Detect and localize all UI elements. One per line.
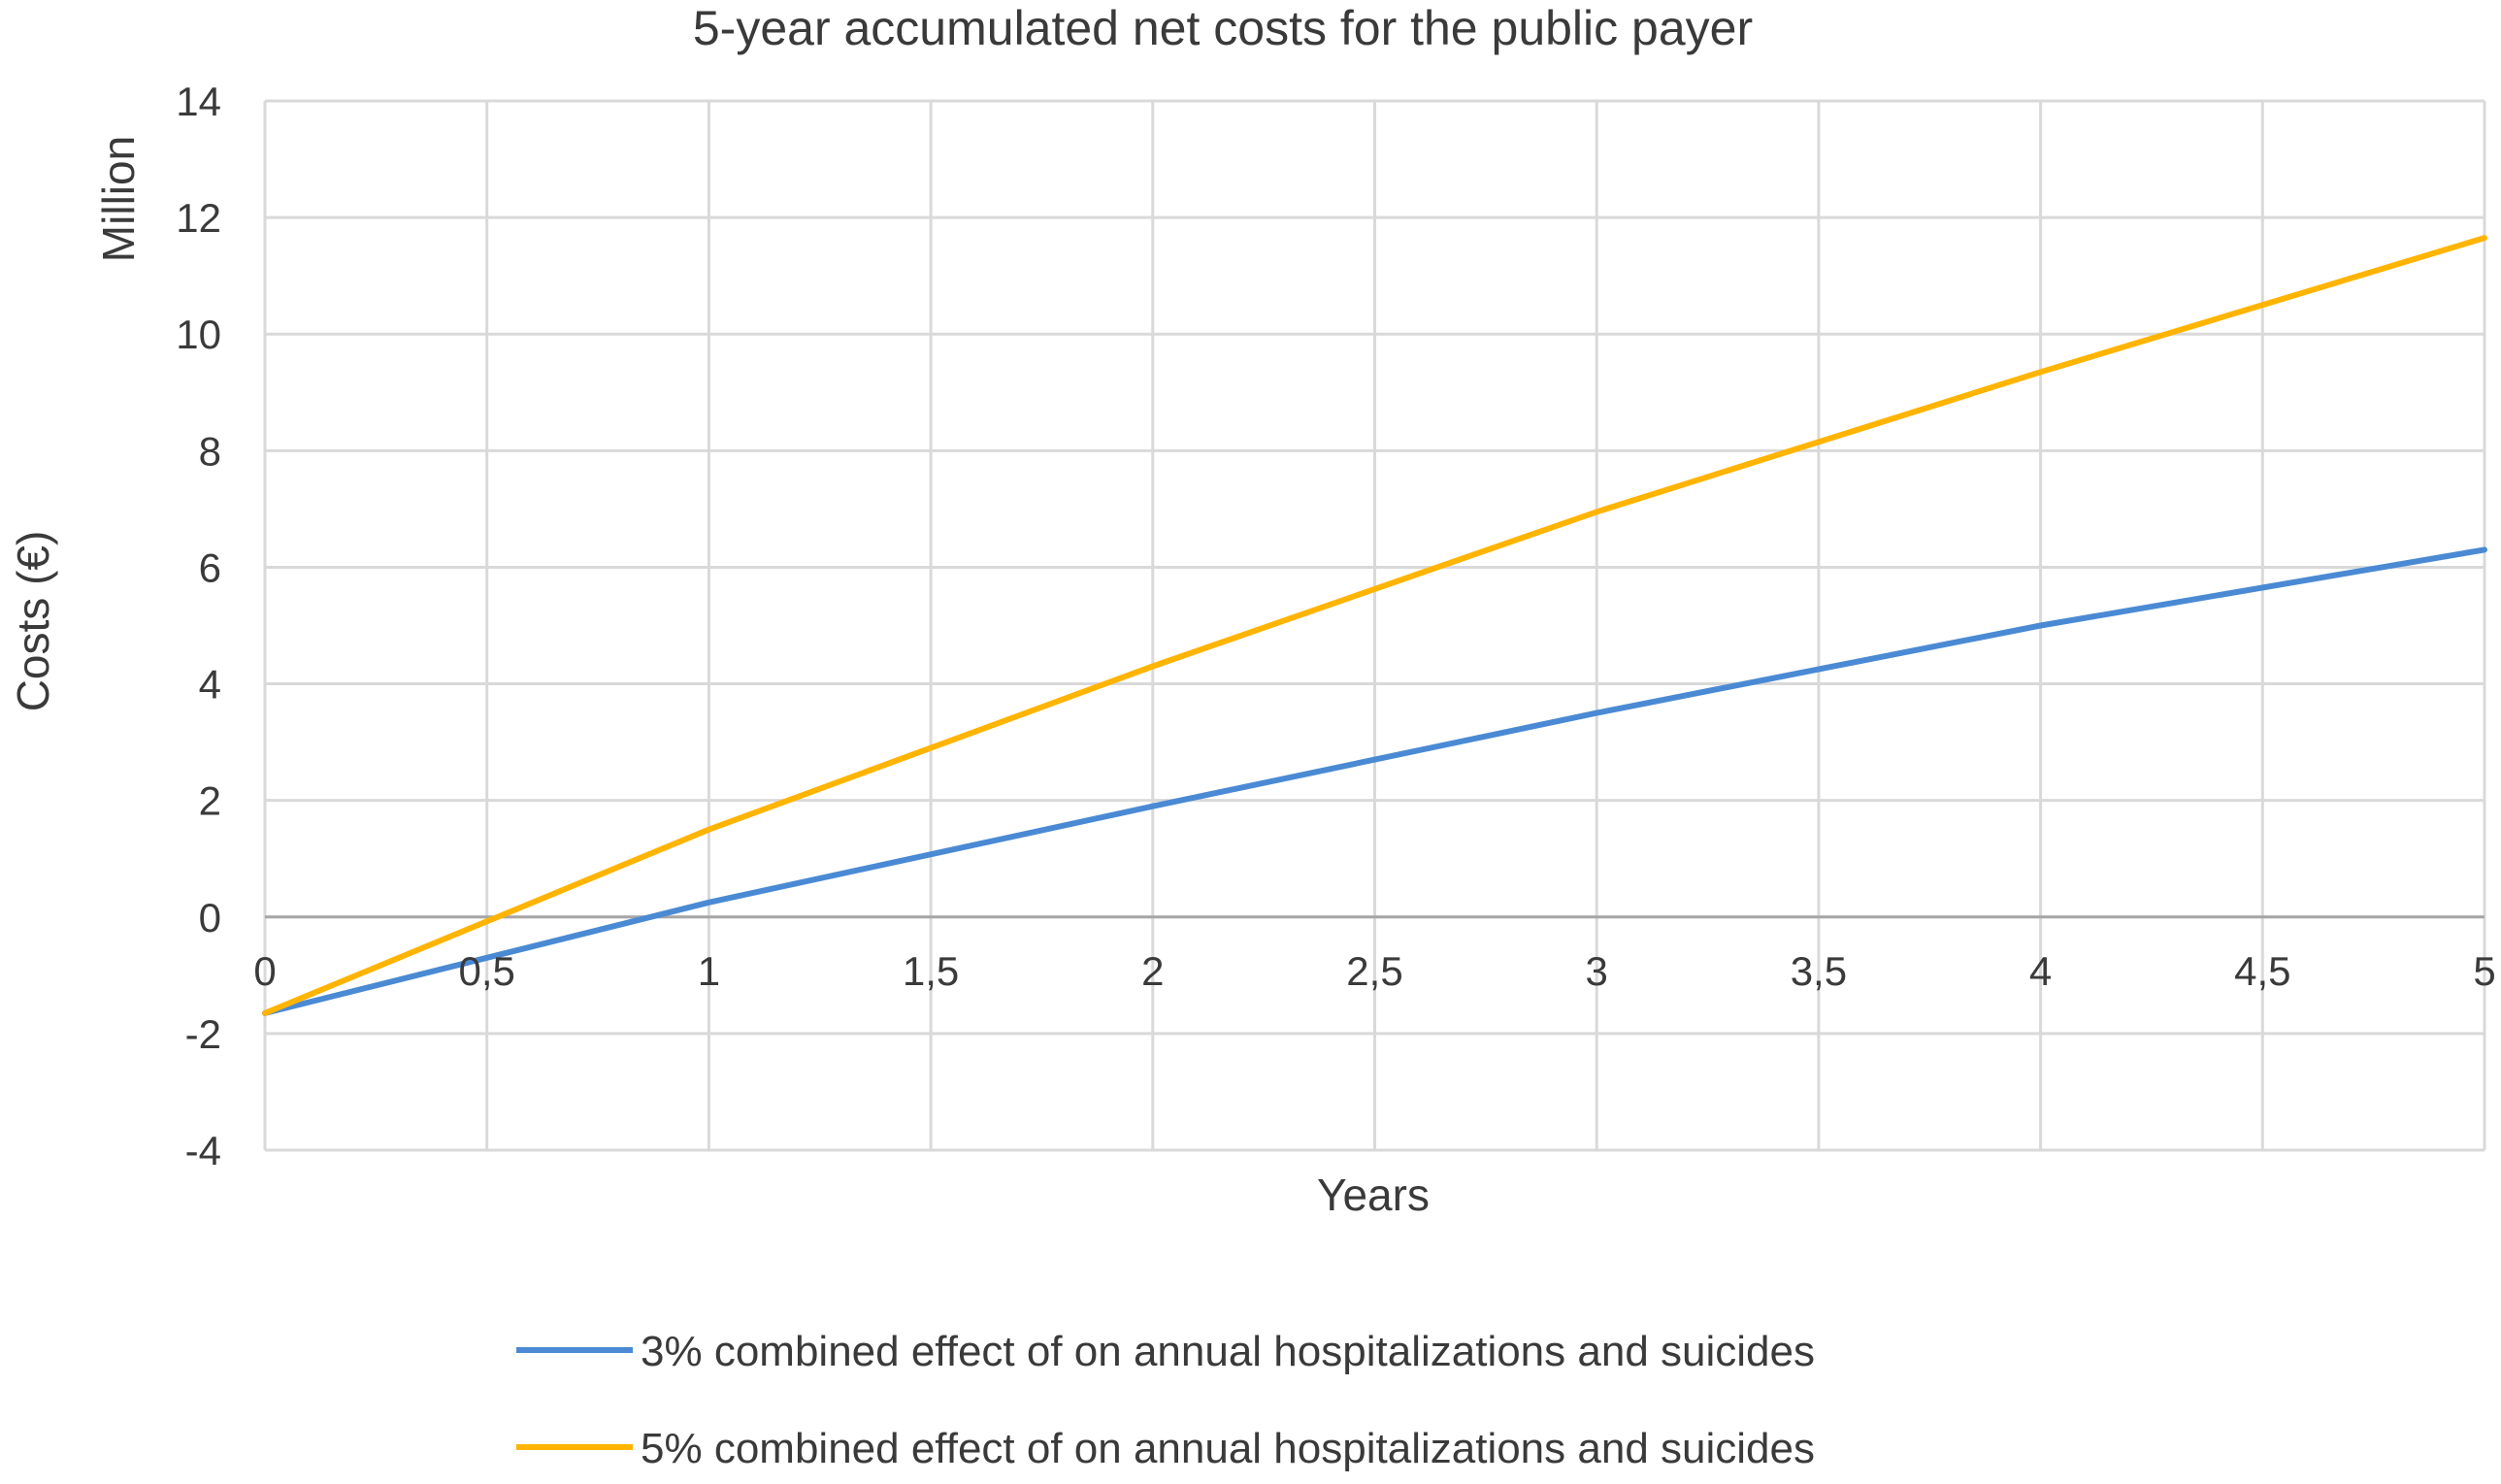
y-axis-unit-label: Million: [93, 136, 144, 262]
series-line-1: [262, 546, 2487, 1016]
series-lines: [262, 235, 2487, 1016]
legend-label-series-1: 3% combined effect of on annual hospital…: [641, 1328, 1815, 1375]
x-tick-label: 0,5: [459, 948, 515, 994]
y-tick-label: 8: [199, 428, 221, 474]
x-axis-title: Years: [1317, 1170, 1430, 1220]
x-tick-label: 4: [2029, 948, 2052, 994]
x-tick-label: 1,5: [903, 948, 959, 994]
y-tick-label: 14: [176, 79, 221, 124]
legend-label-series-2: 5% combined effect of on annual hospital…: [641, 1425, 1815, 1472]
y-tick-label: -4: [185, 1128, 221, 1173]
x-tick-label: 2,5: [1346, 948, 1402, 994]
tick-labels: -4 -2 0 2 4 6 8 10 12 14 0 0,5 1 1,5 2 2,5 3 3,5 4 4,5 5: [176, 79, 2495, 1173]
x-tick-label: 2: [1141, 948, 1164, 994]
series-line-2: [262, 235, 2487, 1016]
y-tick-label: 6: [199, 544, 221, 590]
legend: 3% combined effect of on annual hospital…: [516, 1328, 1815, 1472]
x-tick-label: 1: [698, 948, 720, 994]
x-tick-label: 3,5: [1791, 948, 1847, 994]
grid: [263, 99, 2486, 1152]
y-tick-label: 10: [176, 312, 221, 357]
y-tick-label: 2: [199, 778, 221, 824]
chart-title: 5-year accumulated net costs for the pub…: [693, 1, 1753, 55]
y-tick-label: -2: [185, 1011, 221, 1057]
x-tick-label: 3: [1586, 948, 1608, 994]
x-tick-label: 5: [2473, 948, 2495, 994]
x-tick-label: 4,5: [2234, 948, 2290, 994]
y-tick-label: 0: [199, 895, 221, 940]
y-tick-label: 4: [199, 662, 221, 708]
x-tick-label: 0: [253, 948, 276, 994]
y-tick-label: 12: [176, 195, 221, 241]
y-axis-title: Costs (€): [8, 531, 58, 712]
